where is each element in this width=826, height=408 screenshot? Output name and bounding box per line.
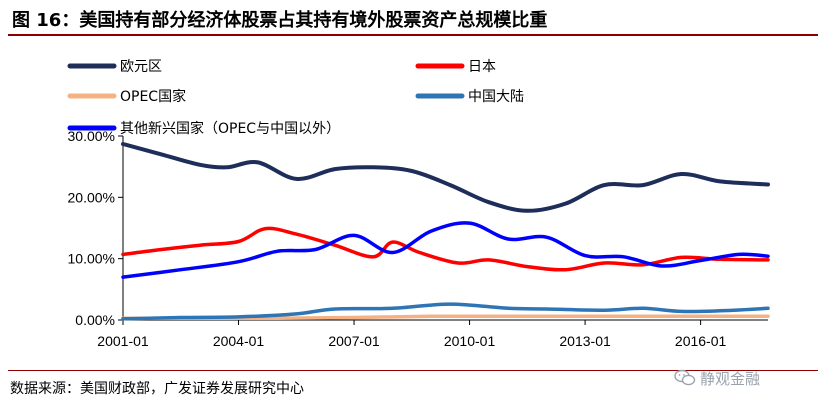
x-tick-label: 2010-01: [444, 333, 496, 349]
legend-label-5: 其他新兴国家（OPEC与中国以外）: [120, 120, 340, 137]
x-tick-label: 2001-01: [97, 333, 149, 349]
x-tick-label: 2016-01: [675, 333, 727, 349]
legend-label-4: 中国大陆: [468, 89, 524, 105]
series-line-4: [121, 302, 770, 321]
series-line-5: [121, 221, 770, 279]
x-tick-label: 2007-01: [328, 333, 380, 349]
chart-axes: 0.00% 10.00% 20.00% 30.00% 2001-01 2004-01 200…: [68, 128, 768, 349]
watermark-text: 静观金融: [700, 369, 761, 388]
chart-series: [121, 142, 770, 321]
source-note: 数据来源：美国财政部，广发证券发展研究中心: [10, 381, 304, 397]
footer-divider: [8, 370, 818, 371]
legend-label-2: 日本: [468, 59, 496, 75]
y-tick-label: 20.00%: [68, 189, 115, 205]
x-tick-label: 2013-01: [559, 333, 611, 349]
y-tick-label: 30.00%: [68, 128, 115, 144]
x-tick-label: 2004-01: [213, 333, 265, 349]
header-divider: [8, 34, 818, 36]
series-line-2: [121, 226, 770, 272]
series-line-1: [121, 142, 770, 213]
legend-label-3: OPEC国家: [120, 88, 186, 105]
figure-title: 图 16：美国持有部分经济体股票占其持有境外股票资产总规模比重: [12, 10, 548, 31]
wechat-icon: [674, 369, 696, 386]
watermark: 静观金融: [674, 366, 760, 390]
y-tick-label: 0.00%: [75, 312, 115, 328]
y-tick-label: 10.00%: [68, 251, 115, 267]
figure-header: 图 16：美国持有部分经济体股票占其持有境外股票资产总规模比重: [8, 2, 818, 32]
legend-label-1: 欧元区: [120, 59, 162, 75]
